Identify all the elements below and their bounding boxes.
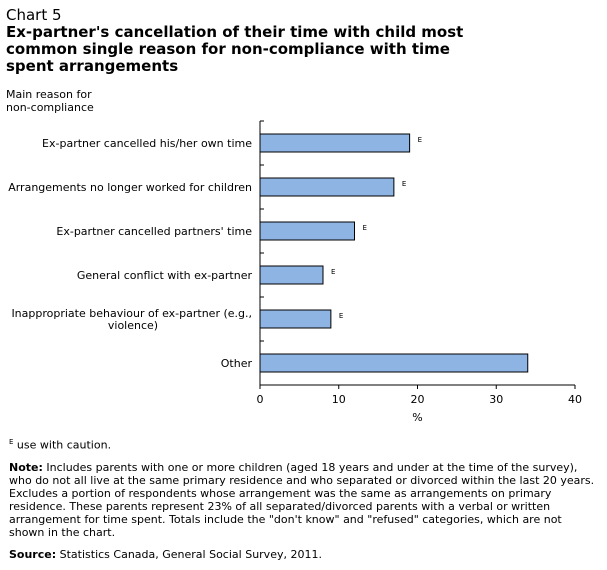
bar (259, 309, 332, 329)
x-tick-label: 40 (568, 393, 582, 406)
chart-title-block: Chart 5 Ex-partner's cancellation of the… (6, 6, 596, 75)
category-label: Inappropriate behaviour of ex-partner (e… (11, 307, 252, 320)
x-axis-title: % (412, 411, 422, 424)
x-tick-label: 10 (332, 393, 346, 406)
note: Note: Includes parents with one or more … (9, 461, 599, 539)
bar (259, 353, 529, 373)
bar (259, 177, 395, 197)
note-label: Note: (9, 460, 43, 474)
category-label: Ex-partner cancelled partners' time (56, 225, 252, 238)
quality-flag: E (402, 180, 406, 188)
category-label: Arrangements no longer worked for childr… (8, 181, 252, 194)
bar (259, 133, 411, 153)
category-label: General conflict with ex-partner (77, 269, 253, 282)
source-label: Source: (9, 547, 57, 561)
x-tick-label: 30 (489, 393, 503, 406)
flag-footnote: E use with caution. (9, 436, 599, 452)
category-label: Ex-partner cancelled his/her own time (42, 137, 252, 150)
bar (259, 221, 355, 241)
quality-flag: E (418, 136, 422, 144)
category-label: Other (221, 357, 253, 370)
bar (259, 265, 324, 285)
note-text: Includes parents with one or more childr… (9, 460, 595, 539)
x-tick-label: 0 (257, 393, 264, 406)
chart-title: Ex-partner's cancellation of their time … (6, 23, 464, 75)
quality-flag: E (331, 268, 335, 276)
x-tick-label: 20 (411, 393, 425, 406)
category-label: violence) (108, 319, 158, 332)
footnotes: E use with caution. Note: Includes paren… (9, 436, 599, 570)
quality-flag: E (339, 312, 343, 320)
source: Source: Statistics Canada, General Socia… (9, 548, 599, 561)
y-axis-caption: Main reason for non-compliance (6, 88, 94, 114)
quality-flag: E (363, 224, 367, 232)
bar-chart: 0 10 20 30 40% Ex-partner cancelled his/her o… (8, 120, 582, 424)
chart-number: Chart 5 (6, 6, 62, 24)
source-text: Statistics Canada, General Social Survey… (56, 547, 322, 561)
flag-symbol: E (9, 438, 14, 446)
flag-footnote-text: use with caution. (13, 438, 112, 452)
